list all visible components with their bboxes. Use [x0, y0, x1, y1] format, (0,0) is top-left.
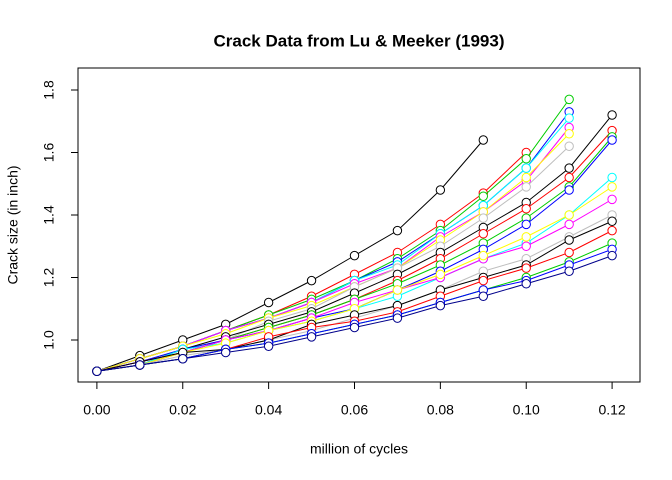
- plot-box: [77, 67, 641, 383]
- y-axis-label: Crack size (in inch): [5, 165, 21, 284]
- data-point: [564, 94, 574, 105]
- chart-title: Crack Data from Lu & Meeker (1993): [213, 31, 504, 50]
- series-line: [96, 117, 570, 372]
- data-point: [564, 210, 574, 220]
- data-point: [478, 291, 488, 301]
- data-point: [564, 172, 574, 183]
- y-tick-label: 1.8: [41, 80, 57, 100]
- data-point: [607, 135, 617, 145]
- data-point: [607, 172, 617, 183]
- data-point: [263, 341, 274, 351]
- y-tick-label: 1.0: [41, 330, 57, 350]
- data-point: [607, 250, 617, 261]
- x-tick-label: 0.08: [427, 402, 454, 418]
- series-line: [96, 139, 484, 372]
- data-point: [521, 279, 531, 289]
- data-point: [435, 300, 446, 311]
- data-point: [521, 182, 531, 192]
- series-line: [96, 145, 570, 372]
- data-point: [478, 250, 488, 261]
- x-tick-label: 0.10: [513, 402, 540, 418]
- x-tick-label: 0.02: [169, 402, 196, 418]
- data-point: [564, 185, 574, 195]
- data-point: [349, 250, 360, 261]
- x-tick-label: 0.04: [255, 402, 282, 418]
- data-point: [478, 135, 488, 145]
- data-point: [521, 154, 531, 164]
- data-point: [564, 163, 574, 173]
- data-point: [564, 141, 574, 151]
- data-point: [564, 129, 574, 139]
- data-point: [92, 366, 102, 376]
- data-point: [478, 191, 488, 201]
- y-tick-label: 1.4: [41, 205, 57, 225]
- series-line: [96, 99, 570, 372]
- data-point: [135, 360, 145, 370]
- series-line: [96, 114, 613, 372]
- data-point: [564, 266, 574, 276]
- data-point: [435, 185, 446, 195]
- data-point: [521, 241, 531, 251]
- data-point: [564, 235, 574, 245]
- data-point: [263, 297, 274, 308]
- data-point: [564, 219, 574, 230]
- data-point: [435, 269, 446, 280]
- data-point: [607, 225, 617, 236]
- data-point: [478, 229, 488, 239]
- data-point: [521, 163, 531, 173]
- data-point: [478, 213, 488, 223]
- data-point: [521, 219, 531, 230]
- data-point: [478, 275, 488, 286]
- data-point: [607, 194, 617, 205]
- data-point: [392, 225, 403, 236]
- data-point: [521, 232, 531, 242]
- data-point: [392, 285, 403, 295]
- data-point: [178, 354, 188, 364]
- x-tick-label: 0.06: [341, 402, 368, 418]
- x-axis-label: million of cycles: [310, 441, 408, 457]
- data-point: [607, 182, 617, 192]
- data-point: [392, 313, 403, 323]
- data-point: [306, 332, 317, 342]
- data-point: [607, 110, 617, 120]
- x-tick-label: 0.12: [598, 402, 625, 418]
- data-point: [521, 204, 531, 214]
- data-point: [220, 347, 231, 358]
- series-line: [96, 133, 570, 372]
- x-tick-label: 0.00: [83, 402, 110, 418]
- data-point: [521, 263, 531, 273]
- data-point: [564, 247, 574, 258]
- data-point: [607, 216, 617, 226]
- data-point: [564, 113, 574, 123]
- data-point: [521, 172, 531, 183]
- data-point: [349, 322, 360, 333]
- y-tick-label: 1.6: [41, 143, 57, 163]
- y-tick-label: 1.2: [41, 268, 57, 288]
- data-point: [306, 275, 317, 286]
